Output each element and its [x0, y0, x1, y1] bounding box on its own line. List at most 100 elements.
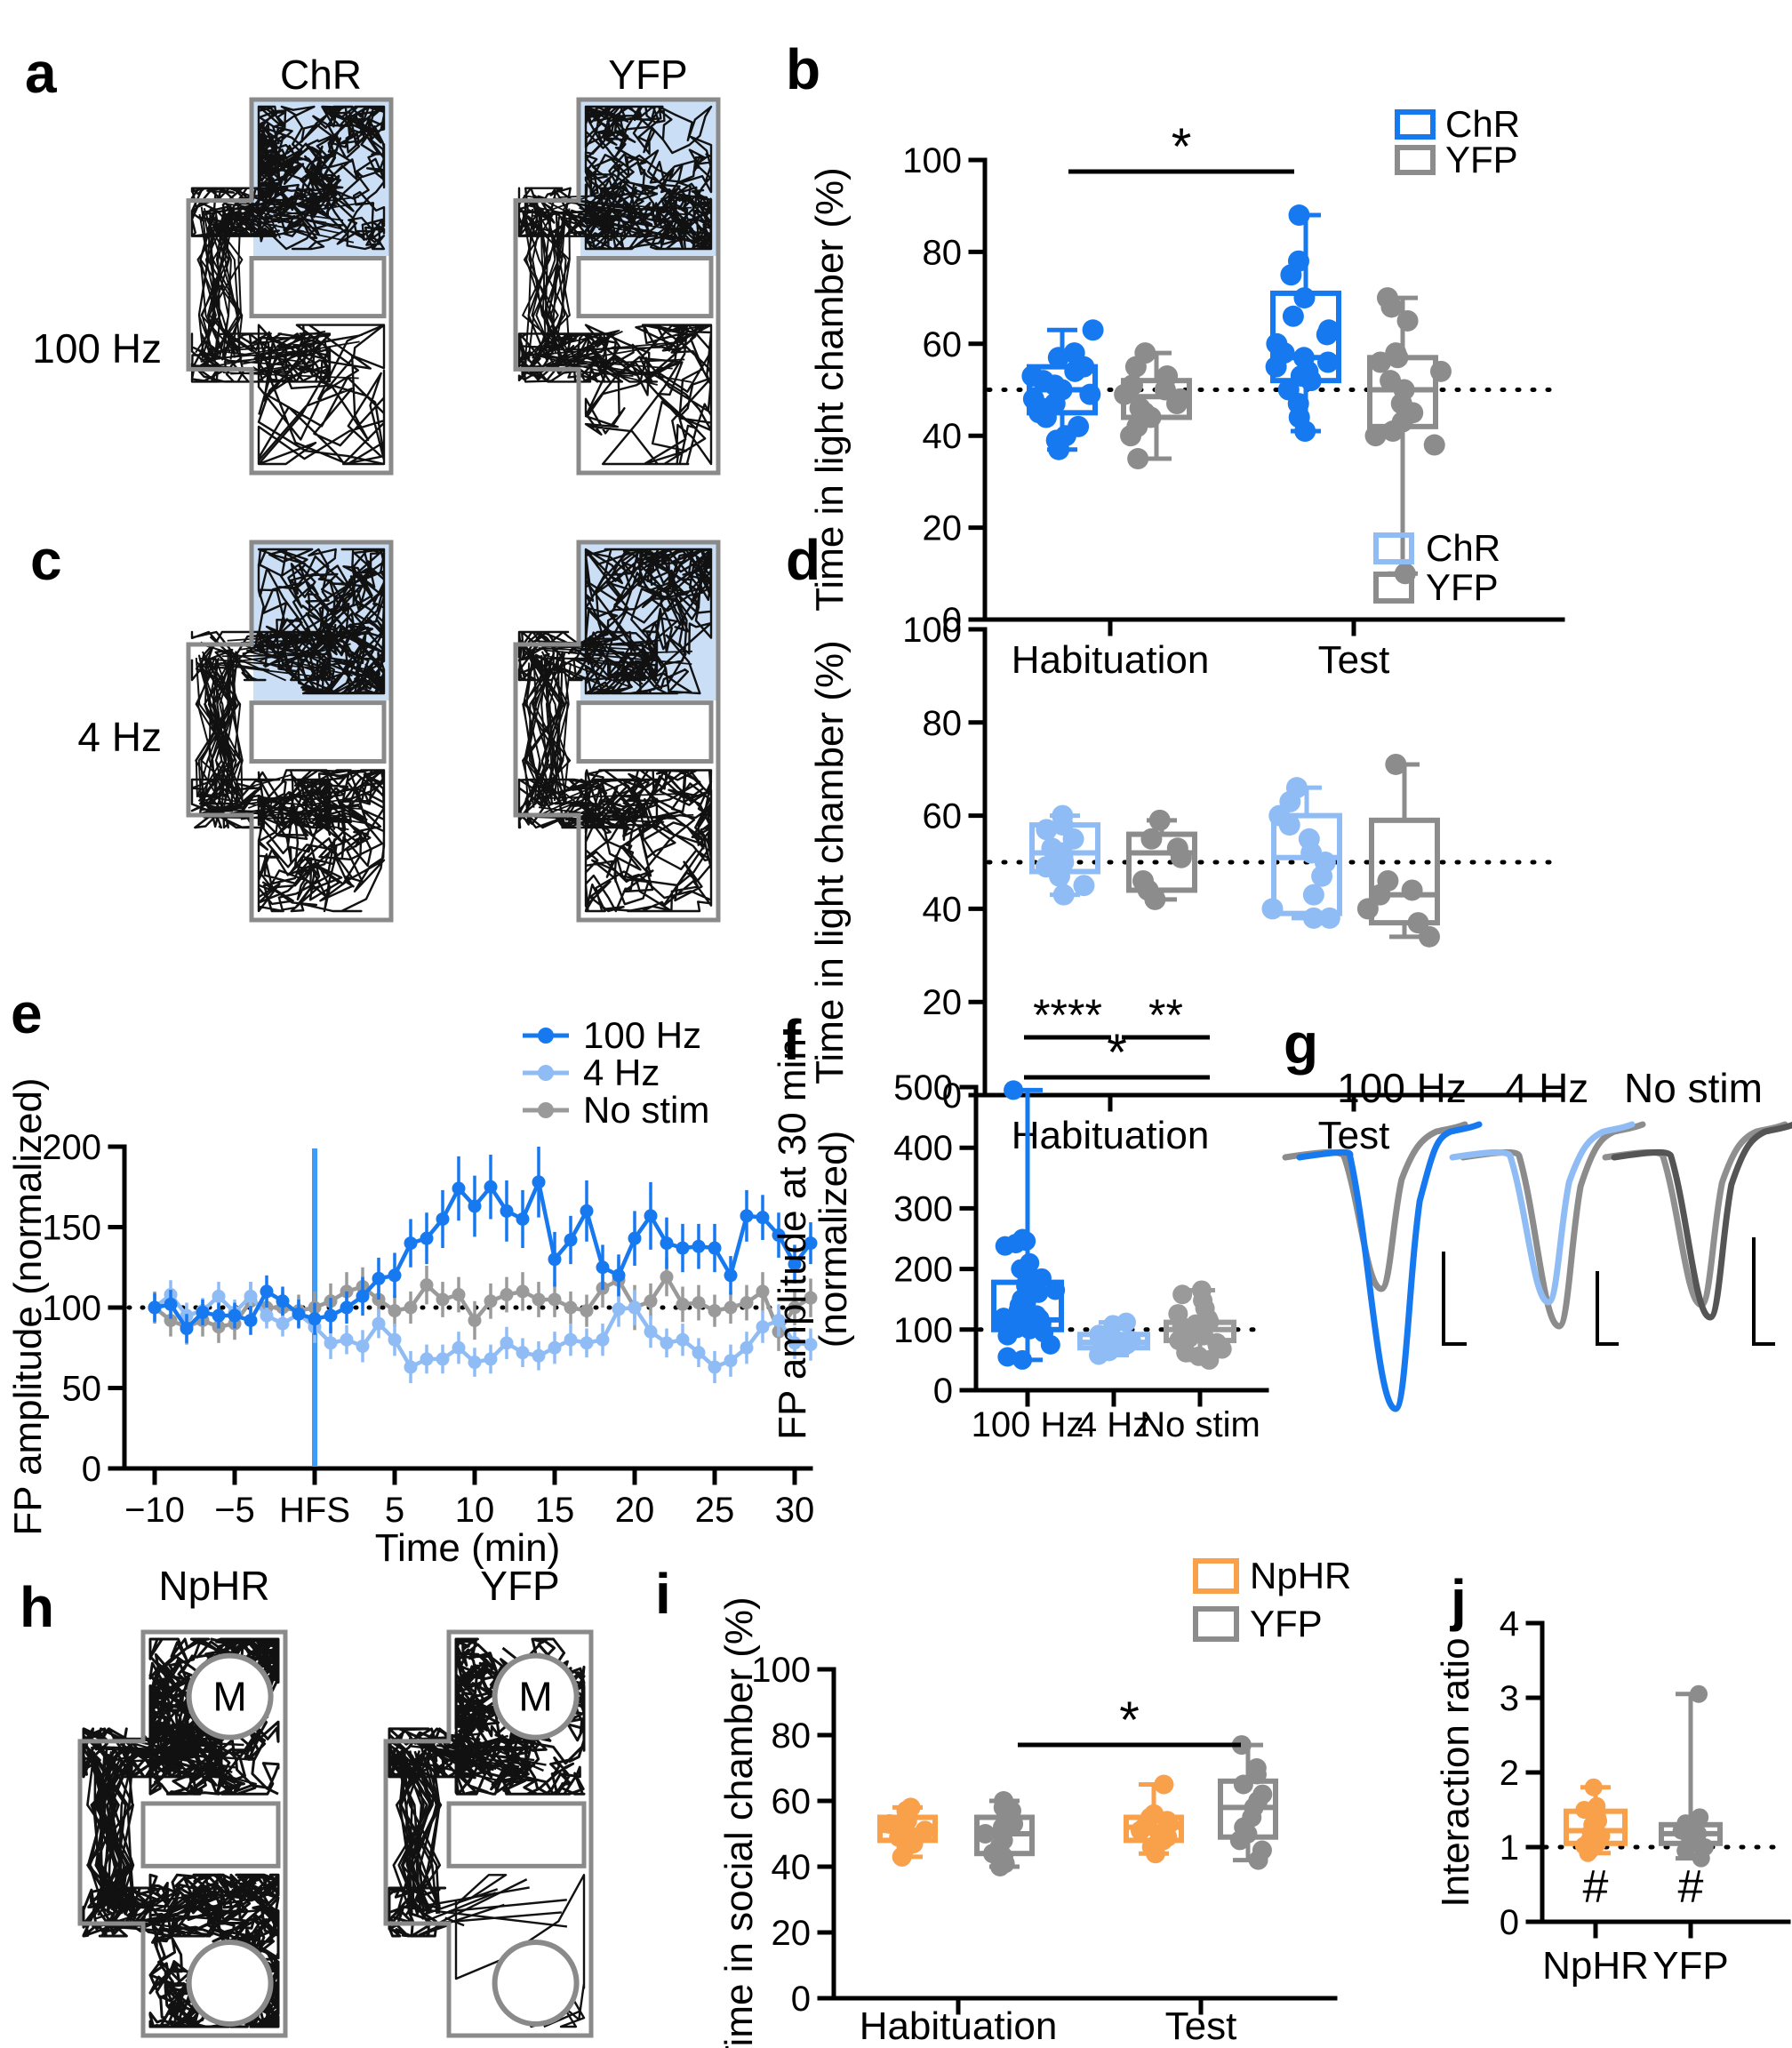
- data-point: [676, 1332, 690, 1347]
- legend-label: NpHR: [1250, 1555, 1351, 1596]
- box-group: [1126, 809, 1197, 910]
- data-point: [692, 1346, 706, 1360]
- box-group: [1029, 804, 1100, 906]
- data-point: [276, 1316, 290, 1331]
- apparatus-outline: [186, 97, 394, 476]
- data-point: [994, 1308, 1014, 1328]
- y-tick-label: 0: [942, 1076, 962, 1116]
- scale-bar: [1442, 1252, 1467, 1346]
- y-tick-label: 500: [893, 1068, 953, 1108]
- data-point: [324, 1308, 338, 1323]
- data-point: [580, 1336, 594, 1350]
- data-point: [1021, 364, 1044, 387]
- significance-label: ****: [1033, 990, 1102, 1040]
- legend-swatch: [1395, 145, 1436, 175]
- data-point: [1121, 1331, 1141, 1351]
- data-point: [452, 1340, 466, 1355]
- data-point: [596, 1332, 610, 1347]
- data-point: [708, 1304, 722, 1318]
- data-point: [484, 1294, 498, 1308]
- y-tick-label: 200: [42, 1128, 101, 1167]
- y-tick-label: 20: [772, 1914, 812, 1953]
- x-category-label: NpHR: [1542, 1944, 1649, 1988]
- data-point: [1012, 1228, 1033, 1249]
- data-point: [660, 1270, 674, 1284]
- x-tick-label: 5: [385, 1491, 404, 1530]
- apparatus-c-YFP: [513, 540, 721, 923]
- panel-a-letter: a: [25, 41, 57, 105]
- data-point: [500, 1204, 514, 1218]
- data-point: [468, 1199, 482, 1213]
- fp-trace: [1296, 1121, 1483, 1412]
- data-point: [1287, 250, 1309, 272]
- locomotor-trace: [524, 652, 572, 805]
- box-group: [1261, 777, 1342, 929]
- data-point: [1377, 869, 1399, 892]
- data-point: [548, 1340, 562, 1355]
- box-group: [1356, 753, 1440, 948]
- y-tick-label: 400: [893, 1129, 953, 1168]
- y-tick-label: 20: [923, 983, 963, 1022]
- data-point: [180, 1322, 194, 1336]
- data-point: [548, 1252, 562, 1267]
- y-tick-label: 60: [923, 325, 963, 364]
- apparatus-outline: [383, 1629, 594, 2038]
- data-point: [532, 1175, 546, 1189]
- data-point: [1082, 319, 1104, 341]
- data-point: [388, 1304, 402, 1318]
- data-point: [1380, 370, 1402, 392]
- locomotor-trace: [212, 208, 241, 351]
- data-point: [644, 1294, 658, 1308]
- y-tick-label: 150: [42, 1209, 101, 1248]
- data-point: [516, 1284, 530, 1299]
- box-group: [1021, 319, 1104, 460]
- locomotor-trace: [203, 650, 231, 802]
- data-point: [1690, 1684, 1708, 1703]
- data-point: [484, 1352, 498, 1366]
- data-point: [308, 1312, 322, 1326]
- legend-marker: [538, 1065, 554, 1081]
- data-point: [340, 1332, 354, 1347]
- box-group: [1659, 1684, 1723, 1868]
- locomotor-trace: [517, 187, 659, 237]
- data-point: [1318, 907, 1340, 929]
- y-axis-title: Interaction ratio: [1434, 1637, 1477, 1907]
- legend-label: 100 Hz: [583, 1014, 701, 1056]
- y-tick-label: 60: [772, 1782, 812, 1821]
- apparatus-h-NpHR: M: [77, 1629, 288, 2038]
- locomotor-trace: [89, 1757, 132, 1912]
- x-tick-label: HFS: [279, 1491, 350, 1530]
- y-tick-label: 50: [62, 1370, 102, 1409]
- data-point: [548, 1292, 562, 1307]
- data-point: [404, 1236, 418, 1251]
- legend-label: No stim: [583, 1089, 709, 1131]
- data-point: [1036, 819, 1058, 841]
- data-point: [1134, 342, 1156, 364]
- data-point: [1364, 425, 1387, 447]
- box: [1126, 831, 1197, 893]
- locomotor-trace: [224, 208, 242, 359]
- data-point: [1246, 1758, 1267, 1778]
- legend-swatch: [1193, 1606, 1239, 1642]
- data-point: [975, 1824, 996, 1844]
- center-divider: [249, 700, 387, 764]
- locomotor-trace: [87, 1756, 124, 1912]
- data-point: [788, 1336, 802, 1350]
- apparatus-a-ChR: [186, 97, 394, 476]
- series-4 Hz: [148, 1280, 818, 1384]
- data-point: [324, 1336, 338, 1350]
- data-point: [1369, 351, 1391, 373]
- y-tick-label: 2: [1500, 1754, 1519, 1793]
- data-point: [612, 1268, 626, 1283]
- y-tick-label: 100: [42, 1289, 101, 1328]
- locomotor-trace: [395, 1748, 441, 1907]
- panel-i-plot: 0 20 40 60 80 100 Habituation Test NpHR YFP * Time …: [717, 1555, 1351, 2048]
- data-point: [164, 1313, 178, 1327]
- locomotor-trace: [522, 212, 548, 363]
- scale-bar: [1596, 1271, 1619, 1346]
- data-point: [500, 1336, 514, 1350]
- y-tick-label: 80: [923, 704, 963, 743]
- data-point: [1116, 1312, 1136, 1332]
- data-point: [564, 1300, 578, 1315]
